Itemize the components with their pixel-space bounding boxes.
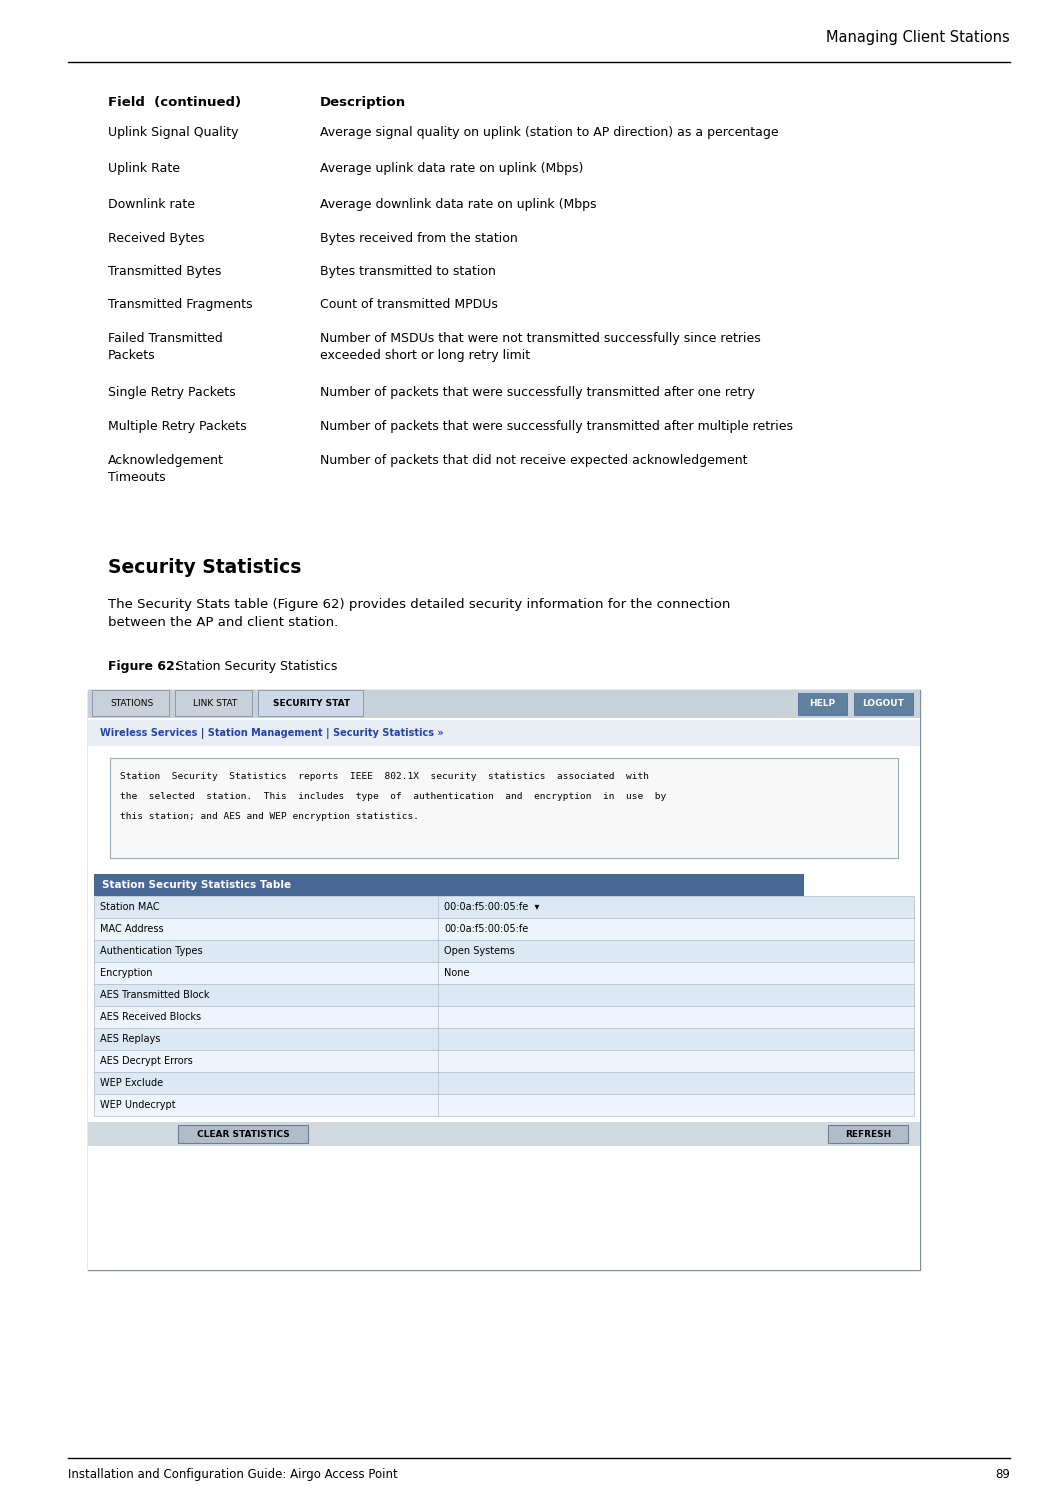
- Bar: [257, 689, 363, 716]
- Text: STATIONS: STATIONS: [110, 700, 153, 709]
- Text: Average downlink data rate on uplink (Mbps: Average downlink data rate on uplink (Mb…: [320, 198, 597, 210]
- Text: Wireless Services | Station Management | Security Statistics »: Wireless Services | Station Management |…: [100, 728, 444, 739]
- Text: Count of transmitted MPDUs: Count of transmitted MPDUs: [320, 298, 498, 310]
- Text: 00:0a:f5:00:05:fe  ▾: 00:0a:f5:00:05:fe ▾: [445, 903, 540, 912]
- Text: Open Systems: Open Systems: [445, 946, 515, 956]
- Text: Average signal quality on uplink (station to AP direction) as a percentage: Average signal quality on uplink (statio…: [320, 125, 779, 139]
- Text: REFRESH: REFRESH: [845, 1129, 891, 1138]
- Bar: [94, 897, 914, 918]
- Text: Transmitted Fragments: Transmitted Fragments: [108, 298, 252, 310]
- Text: Average uplink data rate on uplink (Mbps): Average uplink data rate on uplink (Mbps…: [320, 163, 583, 175]
- Text: AES Transmitted Block: AES Transmitted Block: [100, 991, 209, 1000]
- Bar: [94, 1006, 914, 1028]
- Text: Downlink rate: Downlink rate: [108, 198, 195, 210]
- Text: Authentication Types: Authentication Types: [100, 946, 203, 956]
- Bar: [94, 874, 804, 897]
- Text: Station MAC: Station MAC: [100, 903, 160, 912]
- Text: Encryption: Encryption: [100, 968, 152, 977]
- Text: AES Received Blocks: AES Received Blocks: [100, 1012, 201, 1022]
- Text: WEP Undecrypt: WEP Undecrypt: [100, 1100, 176, 1110]
- Text: AES Decrypt Errors: AES Decrypt Errors: [100, 1056, 192, 1065]
- Text: Security Statistics: Security Statistics: [108, 558, 302, 577]
- Bar: [88, 689, 920, 718]
- Text: Installation and Configuration Guide: Airgo Access Point: Installation and Configuration Guide: Ai…: [68, 1468, 397, 1482]
- Text: Transmitted Bytes: Transmitted Bytes: [108, 266, 222, 278]
- Bar: [88, 1122, 920, 1146]
- Bar: [94, 1094, 914, 1116]
- Text: MAC Address: MAC Address: [100, 924, 164, 934]
- Text: HELP: HELP: [809, 700, 836, 709]
- Text: Acknowledgement
Timeouts: Acknowledgement Timeouts: [108, 454, 224, 483]
- Text: Managing Client Stations: Managing Client Stations: [826, 30, 1010, 45]
- Bar: [94, 985, 914, 1006]
- Text: WEP Exclude: WEP Exclude: [100, 1079, 163, 1088]
- Bar: [94, 1028, 914, 1050]
- Text: Station  Security  Statistics  reports  IEEE  802.1X  security  statistics  asso: Station Security Statistics reports IEEE…: [120, 771, 650, 780]
- Bar: [110, 758, 898, 858]
- Bar: [828, 1125, 908, 1143]
- Text: LINK STAT: LINK STAT: [193, 700, 238, 709]
- Bar: [94, 1071, 914, 1094]
- Bar: [176, 689, 252, 716]
- Bar: [94, 918, 914, 940]
- Bar: [88, 721, 920, 746]
- Text: Multiple Retry Packets: Multiple Retry Packets: [108, 421, 247, 433]
- Text: Station Security Statistics Table: Station Security Statistics Table: [102, 880, 291, 891]
- Text: CLEAR STATISTICS: CLEAR STATISTICS: [197, 1129, 289, 1138]
- Bar: [92, 689, 169, 716]
- Text: Failed Transmitted
Packets: Failed Transmitted Packets: [108, 333, 223, 363]
- Text: Received Bytes: Received Bytes: [108, 231, 205, 245]
- Text: 89: 89: [995, 1468, 1010, 1482]
- Bar: [94, 1050, 914, 1071]
- Text: Uplink Signal Quality: Uplink Signal Quality: [108, 125, 239, 139]
- Text: SECURITY STAT: SECURITY STAT: [273, 700, 351, 709]
- Text: 00:0a:f5:00:05:fe: 00:0a:f5:00:05:fe: [445, 924, 529, 934]
- Text: LOGOUT: LOGOUT: [863, 700, 905, 709]
- Text: Number of packets that were successfully transmitted after multiple retries: Number of packets that were successfully…: [320, 421, 794, 433]
- Text: Number of packets that were successfully transmitted after one retry: Number of packets that were successfully…: [320, 386, 755, 398]
- Bar: [88, 689, 920, 1270]
- Bar: [798, 692, 847, 715]
- Bar: [88, 718, 920, 1270]
- Text: Bytes received from the station: Bytes received from the station: [320, 231, 518, 245]
- Text: Number of MSDUs that were not transmitted successfully since retries
exceeded sh: Number of MSDUs that were not transmitte…: [320, 333, 761, 363]
- Text: Station Security Statistics: Station Security Statistics: [176, 659, 337, 673]
- Bar: [178, 1125, 308, 1143]
- Text: Description: Description: [320, 95, 406, 109]
- Text: the  selected  station.  This  includes  type  of  authentication  and  encrypti: the selected station. This includes type…: [120, 792, 666, 801]
- Text: Field  (continued): Field (continued): [108, 95, 241, 109]
- Text: Uplink Rate: Uplink Rate: [108, 163, 180, 175]
- Text: Figure 62:: Figure 62:: [108, 659, 180, 673]
- Text: The Security Stats table (Figure 62) provides detailed security information for : The Security Stats table (Figure 62) pro…: [108, 598, 730, 630]
- Text: Single Retry Packets: Single Retry Packets: [108, 386, 235, 398]
- Bar: [94, 962, 914, 985]
- Bar: [94, 940, 914, 962]
- Text: Bytes transmitted to station: Bytes transmitted to station: [320, 266, 496, 278]
- Text: Number of packets that did not receive expected acknowledgement: Number of packets that did not receive e…: [320, 454, 747, 467]
- Text: None: None: [445, 968, 470, 977]
- Text: AES Replays: AES Replays: [100, 1034, 161, 1044]
- Bar: [854, 692, 913, 715]
- Text: this station; and AES and WEP encryption statistics.: this station; and AES and WEP encryption…: [120, 812, 419, 821]
